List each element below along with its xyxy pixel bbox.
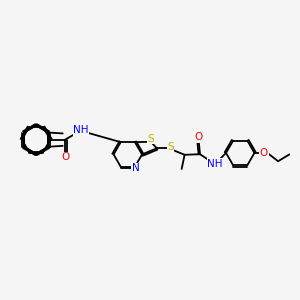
Text: NH: NH xyxy=(207,159,223,169)
Text: S: S xyxy=(148,134,154,143)
Text: O: O xyxy=(61,152,69,162)
Text: O: O xyxy=(194,132,202,142)
Text: N: N xyxy=(132,163,140,173)
Text: O: O xyxy=(260,148,268,158)
Text: NH: NH xyxy=(73,125,89,135)
Text: S: S xyxy=(167,142,174,152)
